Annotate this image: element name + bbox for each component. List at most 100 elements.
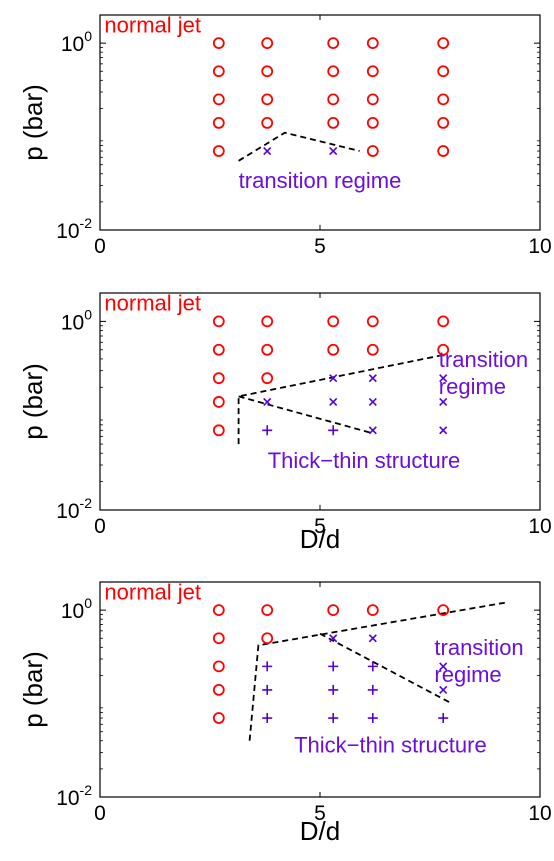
circle-marker xyxy=(261,632,274,645)
annotation-label: normal jet xyxy=(104,579,201,604)
circle-marker xyxy=(261,117,274,129)
plus-marker xyxy=(262,684,273,695)
cross-marker xyxy=(439,374,448,383)
annotation-label: Thick−thin structure xyxy=(268,448,461,473)
circle-marker xyxy=(366,315,379,328)
cross-marker xyxy=(368,397,377,406)
circle-marker xyxy=(327,343,340,356)
plus-marker xyxy=(367,661,378,672)
circle-marker xyxy=(437,37,450,50)
circle-marker xyxy=(261,37,274,50)
plus-marker xyxy=(262,713,273,724)
x-tick-label: 10 xyxy=(528,235,551,258)
cross-marker xyxy=(329,634,338,643)
circle-marker xyxy=(212,684,225,696)
circle-marker xyxy=(366,604,379,617)
plus-marker xyxy=(328,661,339,672)
plus-marker xyxy=(262,661,273,672)
circle-marker xyxy=(437,343,450,356)
y-tick-label: 10-2 xyxy=(56,215,92,243)
circle-marker xyxy=(366,93,379,106)
x-tick-label: 10 xyxy=(528,802,551,825)
x-axis-label: D/d xyxy=(300,816,340,846)
circle-marker xyxy=(261,93,274,106)
circle-marker xyxy=(437,65,450,78)
regime-boundary-line xyxy=(319,632,453,705)
cross-marker xyxy=(439,426,448,435)
circle-marker xyxy=(212,93,225,106)
chart-panel-2: 0 5 10 10-2 100 p (bar) D/d normal jet transitio… xyxy=(18,291,552,554)
regime-boundary-line xyxy=(248,601,505,741)
circle-marker xyxy=(366,145,379,157)
circle-marker xyxy=(212,712,225,724)
y-axis-label: p (bar) xyxy=(18,651,48,728)
regime-boundary-line xyxy=(238,131,360,162)
y-axis-label: p (bar) xyxy=(18,363,48,440)
circle-marker xyxy=(366,117,379,129)
x-tick-label: 0 xyxy=(94,235,106,258)
plus-marker xyxy=(438,713,449,724)
circle-marker xyxy=(327,604,340,617)
annotation-label: normal jet xyxy=(104,291,201,316)
circle-marker xyxy=(261,372,274,385)
circle-marker xyxy=(327,93,340,106)
y-axis-label: p (bar) xyxy=(18,84,48,161)
plus-marker xyxy=(367,713,378,724)
annotation-label: transition xyxy=(439,347,528,372)
circle-marker xyxy=(212,660,225,673)
plus-marker xyxy=(328,684,339,695)
plus-marker xyxy=(367,684,378,695)
x-axis-label: D/d xyxy=(300,524,340,554)
chart-panel-1: 0 5 10 10-2 100 p (bar) normal jet transition r… xyxy=(18,12,552,258)
circle-marker xyxy=(212,315,225,328)
y-tick-label: 10-2 xyxy=(56,495,92,523)
x-tick-label: 5 xyxy=(314,235,326,258)
x-tick-label: 5 xyxy=(314,802,326,825)
regime-boundary-line xyxy=(238,395,374,435)
y-tick-label: 100 xyxy=(61,595,92,623)
cross-marker xyxy=(439,662,448,671)
circle-marker xyxy=(366,37,379,50)
circle-marker xyxy=(327,315,340,328)
circle-marker xyxy=(437,604,450,617)
circle-marker xyxy=(212,145,225,157)
cross-marker xyxy=(263,397,272,406)
y-tick-label: 100 xyxy=(61,306,92,334)
circle-marker xyxy=(437,145,450,157)
circle-marker xyxy=(437,315,450,328)
cross-marker xyxy=(368,426,377,435)
circle-marker xyxy=(212,343,225,356)
annotation-label: Thick−thin structure xyxy=(294,732,487,757)
plot-frame xyxy=(99,14,541,231)
regime-boundary-line xyxy=(237,353,448,445)
circle-marker xyxy=(212,372,225,385)
circle-marker xyxy=(261,65,274,78)
circle-marker xyxy=(212,632,225,645)
cross-marker xyxy=(329,146,338,156)
circle-marker xyxy=(212,117,225,129)
y-tick-label: 100 xyxy=(61,28,92,56)
cross-marker xyxy=(329,374,338,383)
plus-marker xyxy=(262,425,273,436)
x-tick-label: 10 xyxy=(528,515,551,538)
circle-marker xyxy=(261,315,274,328)
cross-marker xyxy=(263,146,272,156)
cross-marker xyxy=(439,685,448,694)
cross-marker xyxy=(439,397,448,406)
plus-marker xyxy=(328,713,339,724)
cross-marker xyxy=(368,634,377,643)
x-tick-label: 0 xyxy=(94,802,106,825)
circle-marker xyxy=(366,343,379,356)
plus-marker xyxy=(328,425,339,436)
annotation-label: transition regime xyxy=(239,168,402,193)
x-tick-label: 0 xyxy=(94,515,106,538)
circle-marker xyxy=(327,117,340,129)
annotation-label: regime xyxy=(434,662,501,687)
circle-marker xyxy=(261,343,274,356)
annotation-label: transition xyxy=(434,635,523,660)
circle-marker xyxy=(212,604,225,617)
circle-marker xyxy=(437,117,450,129)
plot-frame xyxy=(99,292,541,511)
circle-marker xyxy=(437,93,450,106)
cross-marker xyxy=(368,374,377,383)
